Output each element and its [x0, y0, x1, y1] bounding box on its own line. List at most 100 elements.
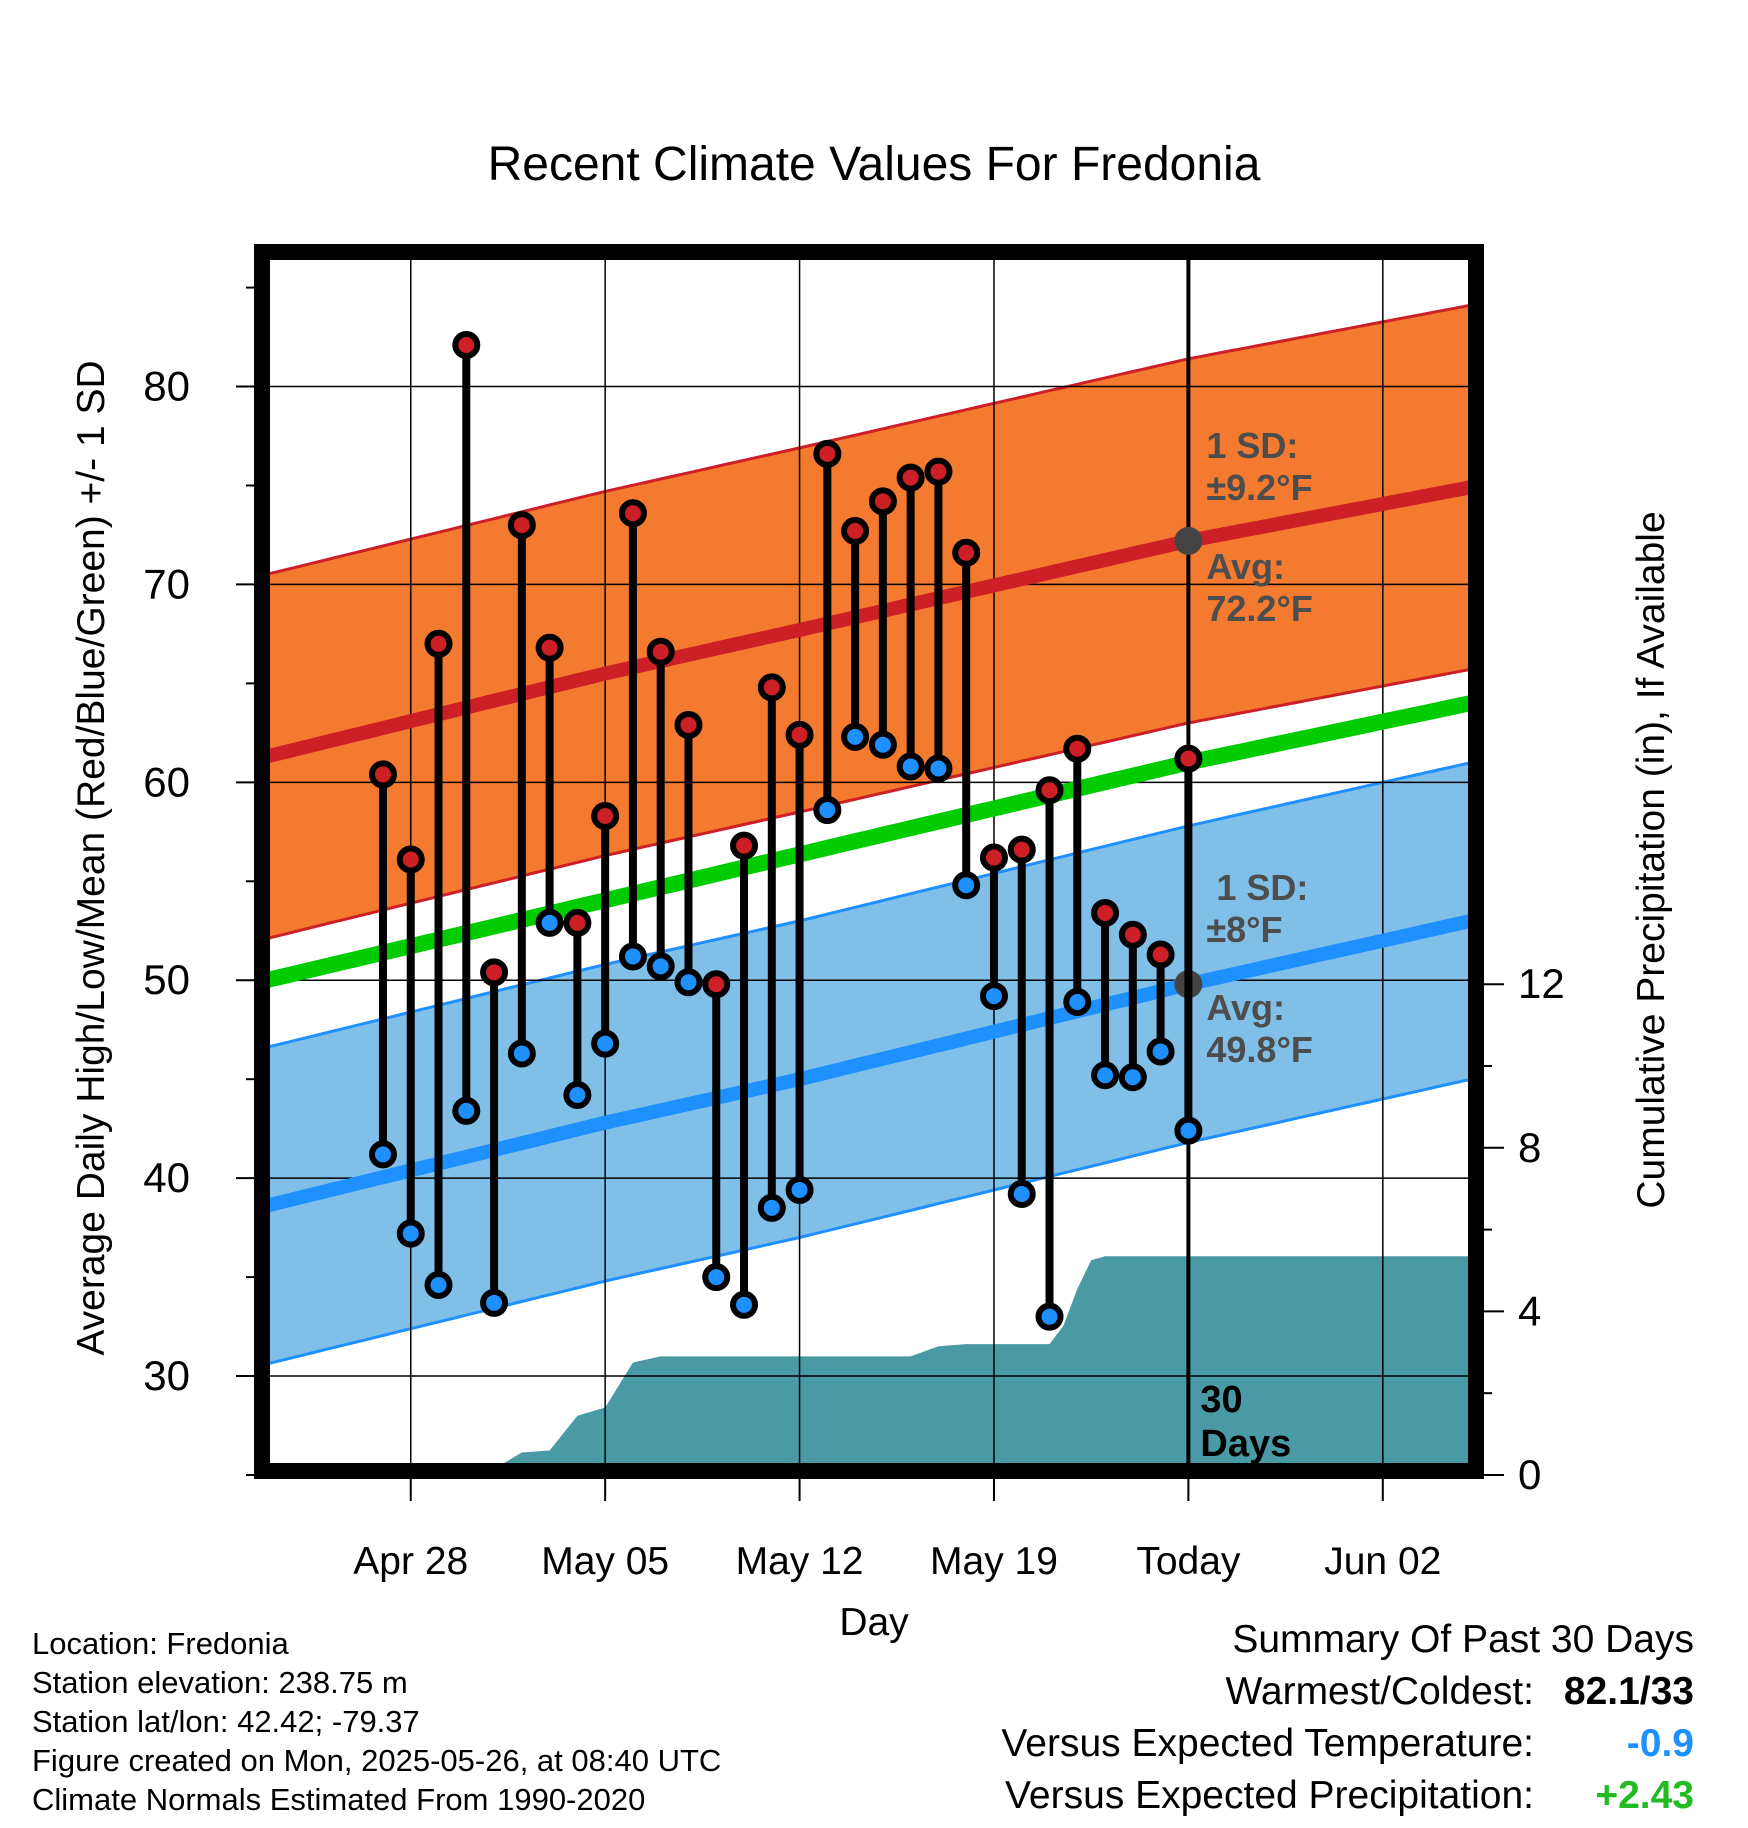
- summary-temp-row: Versus Expected Temperature: -0.9: [1001, 1722, 1694, 1766]
- y-tick-label: 70: [143, 560, 190, 607]
- daily-high-point: [868, 487, 897, 516]
- daily-high-point: [591, 801, 620, 830]
- daily-low-point: [1091, 1061, 1120, 1090]
- daily-high-point: [979, 843, 1008, 872]
- daily-high-point: [480, 958, 509, 987]
- daily-low-point: [1174, 1116, 1203, 1145]
- y2-tick-label: 8: [1518, 1124, 1541, 1171]
- x-tick-label: Today: [1136, 1540, 1241, 1583]
- summary-title: Summary Of Past 30 Days: [1232, 1618, 1694, 1661]
- chart-title: Recent Climate Values For Fredonia: [488, 138, 1261, 191]
- daily-low-point: [1118, 1063, 1147, 1092]
- daily-high-point: [396, 845, 425, 874]
- daily-high-point: [785, 720, 814, 749]
- x-tick-label: May 05: [541, 1540, 669, 1583]
- daily-high-point: [1063, 734, 1092, 763]
- daily-high-point: [813, 439, 842, 468]
- created-text: Figure created on Mon, 2025-05-26, at 08…: [32, 1743, 722, 1778]
- precip-area: [497, 1256, 1472, 1467]
- daily-high-point: [1146, 940, 1175, 969]
- x-tick-label: May 12: [736, 1540, 864, 1583]
- daily-high-point: [563, 908, 592, 937]
- daily-low-point: [535, 908, 564, 937]
- daily-low-point: [618, 942, 647, 971]
- y2-tick-label: 4: [1518, 1287, 1541, 1334]
- high-avg-annotation-label: Avg:: [1206, 546, 1285, 587]
- x-tick-label: Jun 02: [1324, 1540, 1441, 1583]
- daily-high-point: [896, 463, 925, 492]
- summary-warmest-row: Warmest/Coldest: 82.1/33: [1226, 1670, 1694, 1714]
- low-sd-annotation-value: ±8°F: [1206, 909, 1282, 950]
- days-word-label: Days: [1200, 1423, 1291, 1465]
- daily-high-point: [702, 970, 731, 999]
- x-tick-label: May 19: [930, 1540, 1058, 1583]
- daily-high-point: [535, 633, 564, 662]
- daily-low-point: [1063, 988, 1092, 1017]
- elevation-text: Station elevation: 238.75 m: [32, 1665, 408, 1700]
- daily-high-point: [368, 760, 397, 789]
- warmest-label: Warmest/Coldest:: [1225, 1670, 1534, 1713]
- daily-low-point: [452, 1096, 481, 1125]
- low-avg-annotation-value: 49.8°F: [1206, 1029, 1312, 1070]
- daily-high-point: [1091, 898, 1120, 927]
- high-avg-annotation-value: 72.2°F: [1206, 588, 1312, 629]
- low-sd-lower-line: [266, 1077, 1472, 1366]
- daily-low-point: [674, 968, 703, 997]
- y-tick-label: 60: [143, 758, 190, 805]
- daily-high-point: [730, 831, 759, 860]
- daily-high-point: [1035, 776, 1064, 805]
- daily-high-point: [841, 517, 870, 546]
- daily-low-point: [952, 871, 981, 900]
- daily-low-point: [896, 752, 925, 781]
- summary-precip-row: Versus Expected Precipitation: +2.43: [1005, 1774, 1694, 1818]
- daily-high-point: [674, 710, 703, 739]
- precip-label: Versus Expected Precipitation:: [1005, 1774, 1534, 1817]
- high-sd-annotation-value: ±9.2°F: [1206, 467, 1312, 508]
- y2-tick-label: 12: [1518, 960, 1565, 1007]
- daily-low-point: [480, 1288, 509, 1317]
- high-sd-upper-line: [266, 303, 1472, 577]
- x-tick-label: Apr 28: [353, 1540, 468, 1583]
- high-sd-lower-line: [266, 667, 1472, 941]
- daily-low-point: [507, 1039, 536, 1068]
- plot-frame: [254, 244, 1484, 1479]
- daily-low-point: [424, 1271, 453, 1300]
- mean-avg-line: [266, 694, 1472, 989]
- daily-high-point: [924, 457, 953, 486]
- temp-value: -0.9: [1626, 1722, 1694, 1765]
- y2-axis-label: Cumulative Precipitation (in), If Availa…: [1630, 511, 1673, 1208]
- daily-high-point: [952, 538, 981, 567]
- daily-low-point: [979, 982, 1008, 1011]
- days-count-label: 30: [1200, 1379, 1242, 1421]
- location-text: Location: Fredonia: [32, 1626, 289, 1661]
- high-sd-annotation-label: 1 SD:: [1206, 425, 1298, 466]
- normals-text: Climate Normals Estimated From 1990-2020: [32, 1782, 646, 1817]
- y-tick-label: 30: [143, 1352, 190, 1399]
- daily-high-point: [1118, 920, 1147, 949]
- low-sd-annotation-label: 1 SD:: [1216, 867, 1308, 908]
- warmest-value: 82.1/33: [1563, 1670, 1694, 1713]
- high-avg-line: [266, 479, 1472, 764]
- low-avg-annotation-label: Avg:: [1206, 987, 1285, 1028]
- daily-low-point: [563, 1081, 592, 1110]
- daily-high-point: [618, 499, 647, 528]
- daily-low-point: [841, 722, 870, 751]
- daily-high-point: [507, 511, 536, 540]
- y2-tick-label: 0: [1518, 1451, 1541, 1498]
- daily-low-point: [868, 730, 897, 759]
- latlon-text: Station lat/lon: 42.42; -79.37: [32, 1704, 420, 1739]
- low-avg-line: [266, 913, 1472, 1214]
- daily-low-point: [396, 1219, 425, 1248]
- daily-low-point: [813, 796, 842, 825]
- daily-low-point: [924, 754, 953, 783]
- temp-label: Versus Expected Temperature:: [1001, 1722, 1534, 1765]
- low-sd-upper-line: [266, 760, 1472, 1050]
- daily-high-point: [424, 629, 453, 658]
- daily-low-point: [646, 952, 675, 981]
- daily-high-point: [452, 330, 481, 359]
- daily-high-point: [1174, 744, 1203, 773]
- daily-low-point: [757, 1193, 786, 1222]
